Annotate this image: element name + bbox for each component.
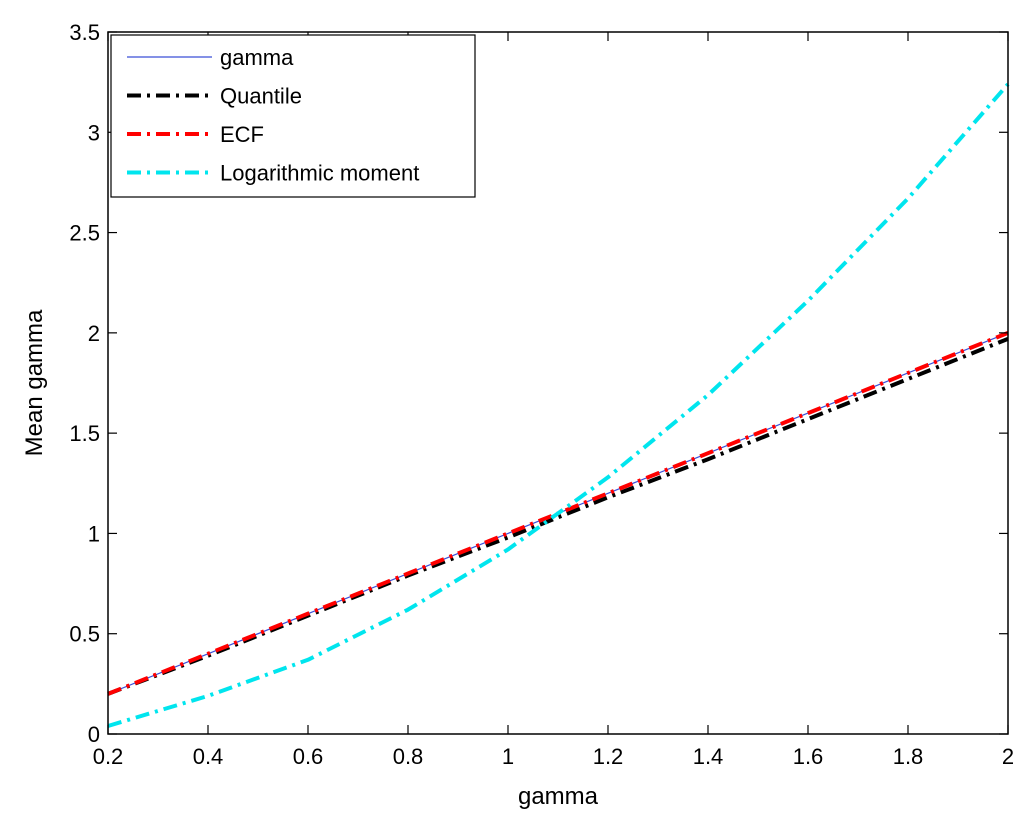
- legend-label-0: gamma: [220, 45, 294, 70]
- y-tick-label: 2: [88, 321, 100, 346]
- y-tick-label: 0: [88, 722, 100, 747]
- x-tick-label: 1.2: [593, 744, 624, 769]
- x-tick-label: 1: [502, 744, 514, 769]
- series-layer: [107, 82, 1010, 728]
- x-tick-label: 0.6: [293, 744, 324, 769]
- y-tick-label: 0.5: [69, 622, 100, 647]
- y-tick-label: 3.5: [69, 20, 100, 45]
- y-tick-label: 1.5: [69, 421, 100, 446]
- x-axis: 0.2 0.4 0.6 0.8 1 1.2 1.4 1.6 1.8 2: [93, 32, 1014, 769]
- x-axis-label: gamma: [518, 783, 599, 810]
- x-tick-label: 1.6: [793, 744, 824, 769]
- legend-box: [110, 34, 476, 198]
- x-tick-label: 2: [1002, 744, 1014, 769]
- y-tick-label: 2.5: [69, 221, 100, 246]
- y-tick-label: 1: [88, 521, 100, 546]
- plot-frame: [107, 31, 1009, 735]
- series-line-1: [107, 337, 1009, 696]
- series-line-3: [107, 82, 1010, 728]
- x-tick-label: 0.2: [93, 744, 124, 769]
- x-tick-label: 1.8: [893, 744, 924, 769]
- x-tick-label: 0.4: [193, 744, 224, 769]
- legend: gamma Quantile ECF Logarithmic moment: [110, 34, 476, 198]
- legend-label-2: ECF: [220, 122, 264, 147]
- legend-label-3: Logarithmic moment: [220, 161, 419, 186]
- y-axis-label: Mean gamma: [21, 309, 48, 456]
- y-tick-label: 3: [88, 120, 100, 145]
- x-tick-label: 1.4: [693, 744, 724, 769]
- legend-label-1: Quantile: [220, 84, 302, 109]
- x-tick-label: 0.8: [393, 744, 424, 769]
- y-axis: 0 0.5 1 1.5 2 2.5 3 3.5: [69, 20, 1008, 747]
